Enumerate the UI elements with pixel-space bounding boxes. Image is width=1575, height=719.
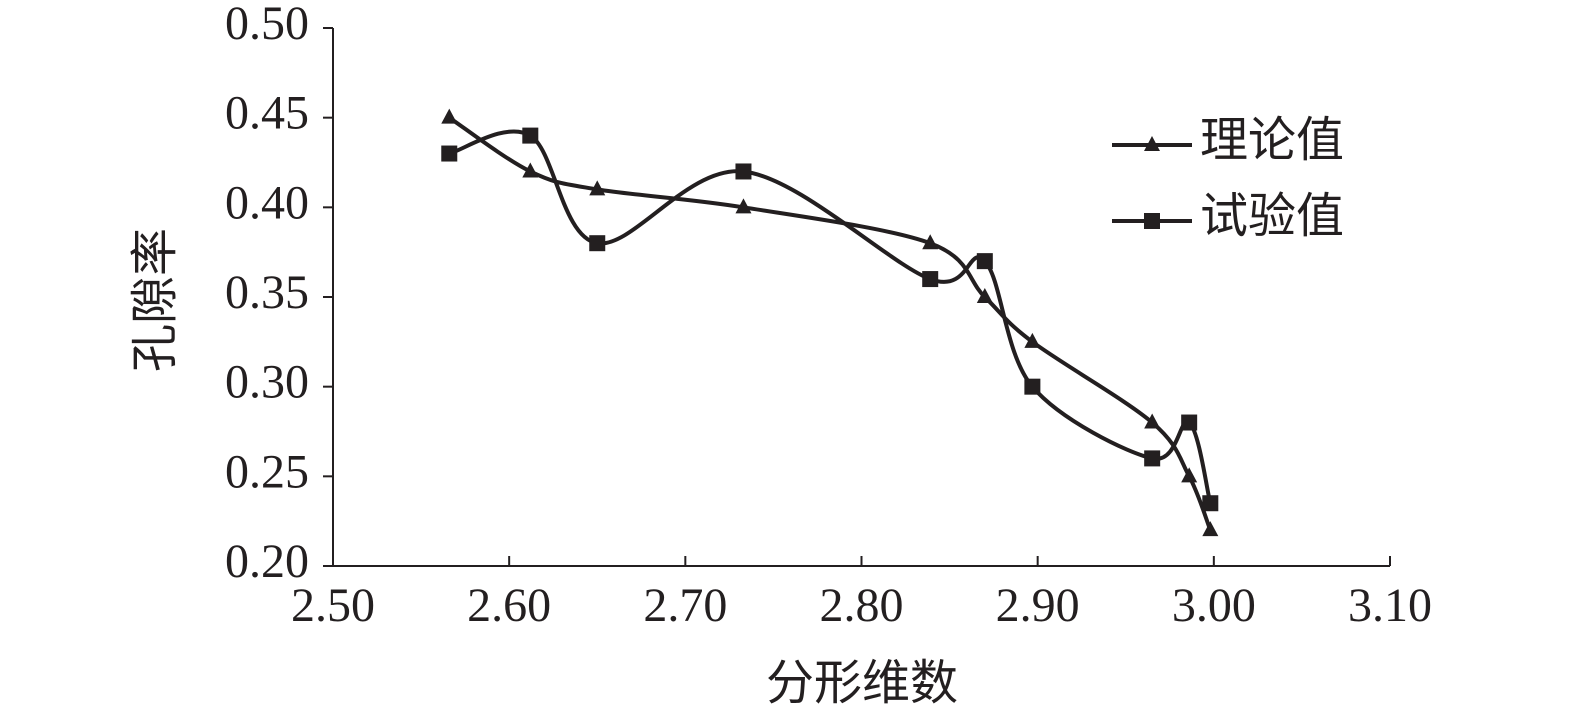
- legend-label: 理论值: [1200, 114, 1344, 167]
- marker-triangle: [922, 234, 939, 250]
- marker-square: [589, 235, 606, 252]
- x-tick-label: 3.10: [1348, 579, 1432, 632]
- y-tick-label: 0.20: [225, 535, 309, 588]
- marker-square: [976, 253, 993, 270]
- x-tick-label: 2.90: [996, 579, 1080, 632]
- marker-square: [1181, 414, 1198, 431]
- marker-square: [441, 145, 458, 162]
- marker-triangle: [1144, 136, 1160, 151]
- marker-square: [1024, 378, 1041, 395]
- series-line: [448, 116, 1213, 531]
- x-tick-label: 2.80: [820, 579, 904, 632]
- x-tick-label: 3.00: [1172, 579, 1256, 632]
- y-tick-label: 0.30: [225, 356, 309, 409]
- y-tick-label: 0.35: [225, 266, 309, 319]
- marker-square: [922, 271, 939, 288]
- marker-triangle: [1024, 332, 1041, 348]
- marker-square: [1202, 495, 1219, 512]
- marker-square: [735, 163, 752, 180]
- x-tick-label: 2.50: [291, 579, 375, 632]
- x-tick-label: 2.60: [467, 579, 551, 632]
- marker-triangle: [735, 198, 752, 214]
- series-line: [448, 129, 1213, 504]
- y-tick-label: 0.45: [225, 87, 309, 140]
- marker-triangle: [441, 108, 458, 124]
- marker-triangle: [1202, 521, 1219, 537]
- y-axis-label: 孔隙率: [129, 228, 182, 372]
- marker-square: [1144, 450, 1161, 467]
- legend-label: 试验值: [1200, 190, 1344, 243]
- marker-square: [1144, 213, 1160, 229]
- marker-triangle: [976, 288, 993, 303]
- marker-triangle: [589, 180, 606, 196]
- marker-triangle: [1144, 413, 1161, 429]
- x-axis-label: 分形维数: [766, 657, 958, 710]
- y-tick-label: 0.25: [225, 445, 309, 498]
- marker-square: [522, 127, 539, 144]
- y-tick-label: 0.50: [225, 0, 309, 50]
- y-tick-label: 0.40: [225, 176, 309, 229]
- x-tick-label: 2.70: [643, 579, 727, 632]
- marker-triangle: [1181, 467, 1198, 483]
- marker-triangle: [522, 162, 539, 178]
